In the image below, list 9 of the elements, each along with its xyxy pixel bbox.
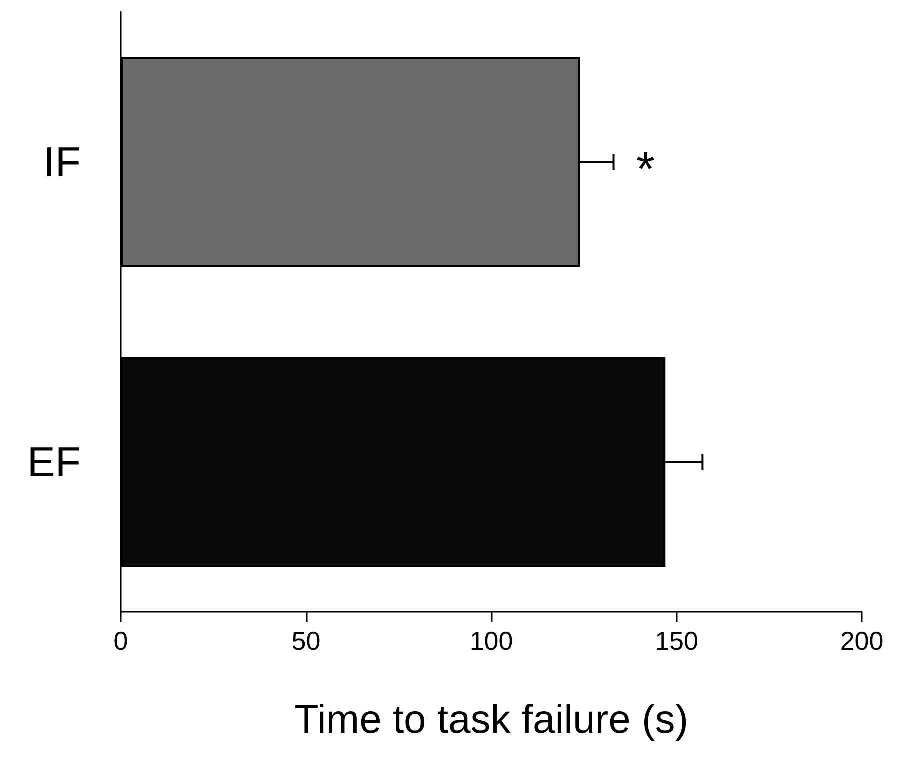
x-tick-label: 0 [114,626,128,656]
x-tick-label: 150 [655,626,698,656]
annotation: * [636,144,656,196]
x-tick-label: 100 [470,626,514,656]
y-tick-label: IF [44,138,81,186]
x-tick-label: 50 [292,626,321,656]
x-tick-label: 200 [840,626,884,656]
y-tick-label: EF [27,438,81,486]
x-axis-title: Time to task failure (s) [294,698,689,742]
